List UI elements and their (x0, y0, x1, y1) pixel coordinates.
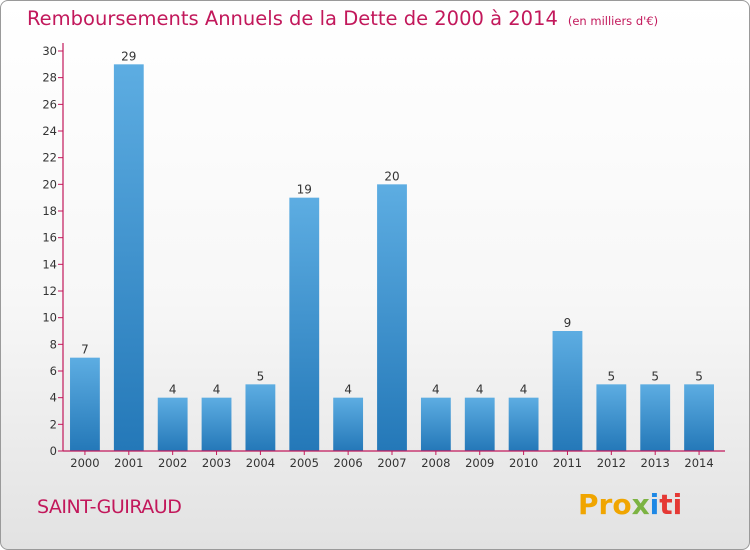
place-name: SAINT-GUIRAUD (37, 496, 182, 518)
y-tick-label: 28 (42, 71, 57, 85)
y-tick-label: 18 (42, 204, 57, 218)
x-tick-label: 2008 (421, 456, 450, 470)
bar-2009 (464, 397, 495, 451)
bar-2007 (377, 184, 407, 452)
value-label-2002: 4 (169, 383, 177, 397)
bar-2006 (333, 397, 364, 451)
y-tick-label: 10 (42, 311, 57, 325)
y-tick-label: 0 (50, 444, 57, 458)
y-tick-label: 24 (42, 124, 57, 138)
bar-2008 (420, 397, 451, 451)
x-tick-label: 2013 (641, 456, 670, 470)
bar-2011 (552, 331, 583, 451)
value-label-2003: 4 (213, 383, 221, 397)
proxiti-logo: Proxiti (578, 488, 682, 521)
x-tick-label: 2001 (114, 456, 143, 470)
bar-2001 (113, 64, 144, 452)
value-label-2001: 29 (121, 49, 136, 63)
bar-2005 (289, 197, 320, 451)
x-tick-label: 2002 (158, 456, 187, 470)
value-label-2008: 4 (432, 383, 440, 397)
y-tick-label: 6 (50, 364, 57, 378)
value-label-2006: 4 (344, 383, 352, 397)
x-tick-label: 2010 (509, 456, 538, 470)
bar-2012 (596, 384, 627, 451)
value-label-2013: 5 (651, 369, 659, 383)
value-label-2014: 5 (695, 369, 703, 383)
logo-part: ti (659, 488, 683, 521)
y-tick-label: 2 (50, 417, 57, 431)
value-label-2004: 5 (257, 369, 265, 383)
y-tick-label: 26 (42, 97, 57, 111)
y-tick-label: 20 (42, 177, 57, 191)
bar-2004 (245, 384, 276, 451)
x-axis: 2000 2001 2002 2003 2004 2005 2006 2007 2008 2009… (63, 450, 725, 470)
value-label-2010: 4 (520, 383, 528, 397)
x-tick-label: 2005 (290, 456, 319, 470)
x-tick-label: 2000 (70, 456, 99, 470)
bar-2002 (157, 397, 188, 451)
logo-part: i (649, 488, 660, 521)
x-tick-label: 2014 (684, 456, 713, 470)
bar-2010 (508, 397, 539, 451)
value-label-2012: 5 (608, 369, 616, 383)
y-tick-label: 14 (42, 257, 57, 271)
chart-title-text: Remboursements Annuels de la Dette de 20… (27, 7, 558, 30)
x-tick-label: 2004 (246, 456, 275, 470)
bar-2003 (201, 397, 232, 451)
bar-2013 (640, 384, 671, 451)
x-tick-label: 2011 (553, 456, 582, 470)
chart-title: Remboursements Annuels de la Dette de 20… (27, 7, 658, 30)
y-tick-label: 22 (42, 151, 57, 165)
y-tick-label: 16 (42, 231, 57, 245)
logo-part: Pro (578, 488, 632, 521)
x-tick-label: 2006 (333, 456, 362, 470)
value-label-2009: 4 (476, 383, 484, 397)
x-tick-label: 2012 (597, 456, 626, 470)
value-label-2011: 9 (564, 316, 572, 330)
y-tick-label: 12 (42, 284, 57, 298)
x-tick-label: 2007 (377, 456, 406, 470)
value-label-2000: 7 (81, 343, 89, 357)
y-tick-label: 30 (42, 44, 57, 58)
x-tick-label: 2003 (202, 456, 231, 470)
logo-part: x (631, 488, 650, 521)
bar-2000 (70, 357, 100, 451)
x-tick-label: 2009 (465, 456, 494, 470)
y-tick-label: 4 (50, 391, 57, 405)
value-label-2007: 20 (384, 169, 399, 183)
value-label-2005: 19 (297, 183, 312, 197)
bar-2014 (684, 384, 714, 451)
bars-group: 7 29 4 4 5 19 4 20 4 4 4 9 5 5 5 (70, 49, 714, 452)
y-tick-label: 8 (50, 337, 57, 351)
chart-subtitle: (en milliers d'€) (567, 14, 659, 28)
